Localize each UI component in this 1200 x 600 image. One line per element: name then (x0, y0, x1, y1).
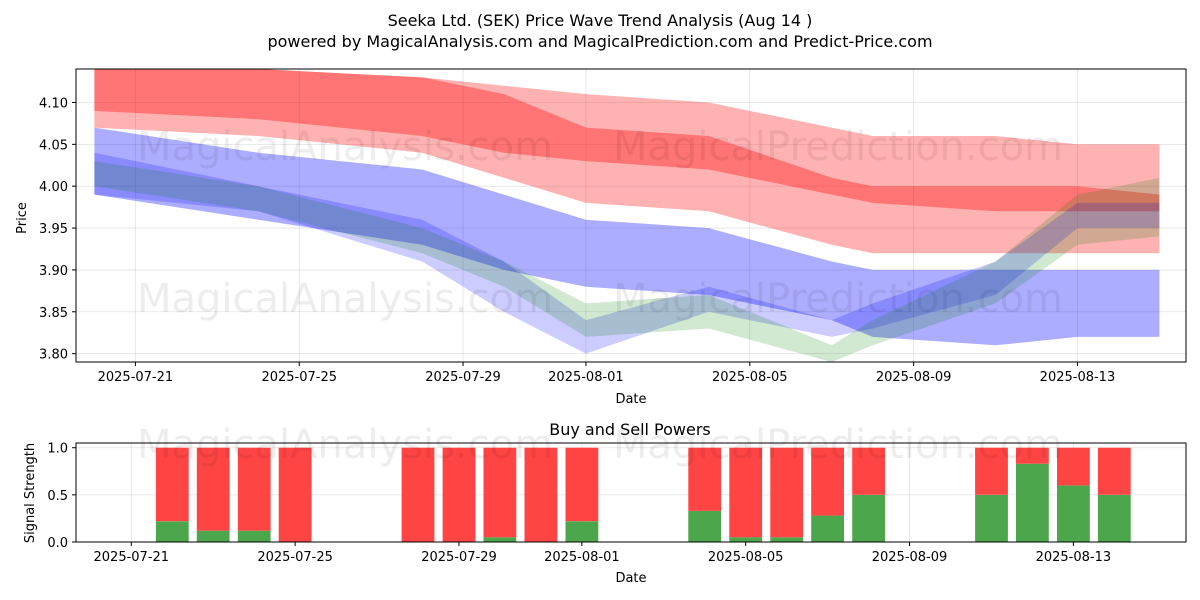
price-x-axis-label: Date (615, 392, 646, 407)
watermark-left-mid: MagicalAnalysis.com (137, 276, 553, 322)
power-plot-frame (75, 442, 1187, 543)
watermark-right-top: MagicalPrediction.com (613, 124, 1063, 170)
buy-bar-2025-08-05 (729, 537, 763, 542)
buy-bar-2025-08-06 (770, 537, 804, 542)
sell-bar-2025-08-14 (1097, 447, 1131, 495)
power-y-axis-label: Signal Strength (23, 443, 38, 543)
power-chart: Buy and Sell Powers MagicalAnalysis.com … (23, 420, 1187, 586)
price-xtick-label-2: 2025-07-29 (425, 370, 501, 385)
power-xtick-label-4: 2025-08-05 (708, 550, 784, 565)
sell-bar-2025-08-04 (688, 447, 722, 511)
power-xtick-label-6: 2025-08-13 (1036, 550, 1112, 565)
price-ytick-label-3: 3.95 (39, 222, 68, 237)
sell-bar-2025-08-07 (811, 447, 844, 516)
band-red-wave-outer (94, 69, 1160, 254)
power-x-axis-label: Date (615, 571, 646, 586)
power-xtick-label-1: 2025-07-25 (257, 550, 333, 565)
buy-bar-2025-07-24 (237, 530, 271, 542)
sell-bar-2025-08-11 (975, 447, 1008, 495)
power-xtick-label-5: 2025-08-09 (872, 550, 948, 565)
buy-bar-2025-07-30 (483, 537, 517, 542)
sell-bar-2025-07-23 (196, 447, 230, 531)
band-red-wave-inner (94, 69, 1160, 212)
watermark-right-mid: MagicalPrediction.com (613, 276, 1063, 322)
price-xtick-label-0: 2025-07-21 (98, 370, 174, 385)
sell-bar-2025-08-08 (852, 447, 885, 495)
price-ytick-label-6: 4.10 (39, 96, 68, 111)
power-bars (155, 447, 1131, 542)
sell-bar-2025-07-25 (278, 447, 312, 542)
buy-bar-2025-08-11 (975, 494, 1008, 542)
price-chart: MagicalAnalysis.com MagicalPrediction.co… (15, 68, 1187, 407)
price-ytick-label-5: 4.05 (39, 138, 68, 153)
buy-bar-2025-07-23 (196, 530, 230, 542)
watermark-right-bottom: MagicalPrediction.com (613, 422, 1063, 468)
watermark-left-bottom: MagicalAnalysis.com (137, 422, 553, 468)
sell-bar-2025-07-28 (401, 447, 435, 542)
buy-bar-2025-07-22 (155, 521, 189, 542)
price-xtick-label-3: 2025-08-01 (548, 370, 624, 385)
price-xtick-label-6: 2025-08-13 (1040, 370, 1116, 385)
price-xtick-label-5: 2025-08-09 (876, 370, 952, 385)
price-y-axis-label: Price (15, 202, 30, 234)
price-bands (94, 69, 1160, 362)
price-xtick-label-1: 2025-07-25 (261, 370, 337, 385)
power-ytick-label-2: 1.0 (47, 442, 68, 457)
sell-bar-2025-08-05 (729, 447, 763, 538)
buy-bar-2025-08-04 (688, 510, 722, 542)
sell-bar-2025-08-01 (565, 447, 599, 522)
sell-bar-2025-08-12 (1016, 447, 1049, 464)
sell-bar-2025-07-24 (237, 447, 271, 531)
buy-bar-2025-08-14 (1097, 494, 1131, 542)
sell-bar-2025-08-06 (770, 447, 804, 538)
band-blue-wave-outer (94, 127, 1160, 346)
chart-title: Seeka Ltd. (SEK) Price Wave Trend Analys… (388, 11, 813, 30)
power-xtick-label-3: 2025-08-01 (544, 550, 620, 565)
band-green-wave (94, 161, 1160, 362)
price-plot-frame (75, 68, 1187, 363)
sell-bar-2025-07-22 (155, 447, 189, 522)
watermark-left-top: MagicalAnalysis.com (137, 124, 553, 170)
buy-bar-2025-08-01 (565, 521, 599, 542)
sell-bar-2025-07-29 (442, 447, 476, 542)
price-xtick-label-4: 2025-08-05 (712, 370, 788, 385)
price-ytick-label-0: 3.80 (39, 348, 68, 363)
power-y-ticks: 0.0 0.5 1.0 (47, 442, 76, 551)
power-chart-title: Buy and Sell Powers (549, 420, 711, 439)
power-x-ticks: 2025-07-21 2025-07-25 2025-07-29 2025-08-01… (94, 542, 1112, 565)
power-ytick-label-1: 0.5 (47, 489, 68, 504)
sell-bar-2025-07-31 (524, 447, 558, 542)
price-x-ticks: 2025-07-21 2025-07-25 2025-07-29 2025-08-01… (98, 362, 1116, 385)
buy-bar-2025-08-07 (811, 515, 844, 542)
price-ytick-label-2: 3.90 (39, 264, 68, 279)
buy-bar-2025-08-13 (1057, 485, 1090, 542)
price-ytick-label-1: 3.85 (39, 306, 68, 321)
power-xtick-label-0: 2025-07-21 (94, 550, 170, 565)
power-xtick-label-2: 2025-07-29 (421, 550, 497, 565)
price-y-ticks: 3.80 3.85 3.90 3.95 4.00 4.05 4.10 (39, 96, 76, 363)
band-blue-wave-inner (94, 152, 1160, 354)
buy-bar-2025-08-08 (852, 494, 885, 542)
buy-bar-2025-08-12 (1016, 463, 1049, 542)
price-grid (76, 69, 1186, 362)
power-ytick-label-0: 0.0 (47, 536, 68, 551)
chart-subtitle: powered by MagicalAnalysis.com and Magic… (267, 32, 932, 51)
sell-bar-2025-07-30 (483, 447, 517, 538)
price-ytick-label-4: 4.00 (39, 180, 68, 195)
sell-bar-2025-08-13 (1057, 447, 1090, 486)
